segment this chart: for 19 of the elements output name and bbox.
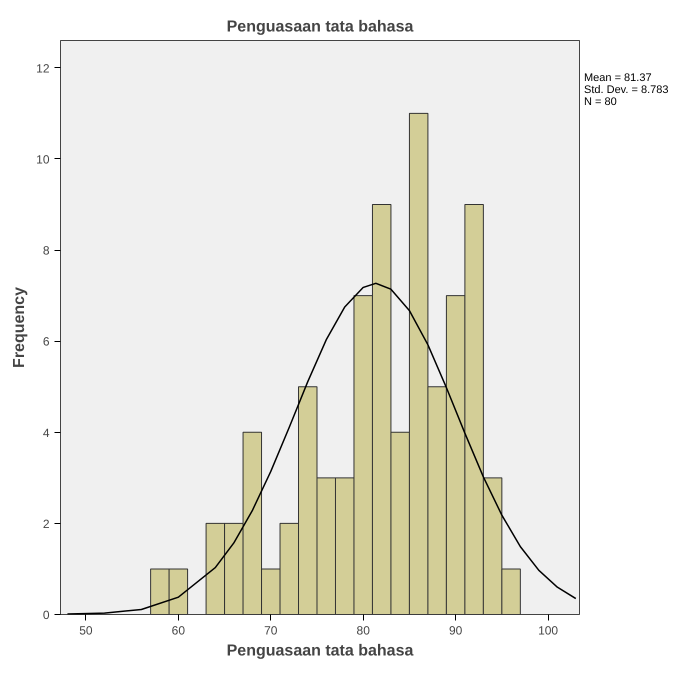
y-tick-label: 0	[42, 608, 50, 622]
y-tick-label: 6	[42, 334, 50, 349]
x-tick-label: 80	[356, 624, 370, 638]
x-tick-label: 50	[79, 624, 93, 638]
text: Mean = 81.37	[584, 72, 652, 84]
x-tick-label: 70	[264, 624, 278, 638]
y-tick-label: 4	[42, 426, 50, 440]
text: Std. Dev. = 8.783	[584, 84, 668, 96]
y-tick-label: 12	[36, 61, 50, 76]
y-tick-label: 2	[42, 516, 50, 531]
text: N = 80	[584, 96, 617, 108]
y-tick-label: 8	[42, 244, 50, 258]
x-axis-title: Penguasaan tata bahasa	[226, 642, 414, 660]
x-tick-label: 100	[538, 624, 558, 638]
y-tick-label: 10	[36, 152, 50, 166]
x-tick-label: 60	[172, 624, 186, 638]
chart-title: Penguasaan tata bahasa	[226, 18, 414, 36]
x-tick-label: 90	[448, 624, 463, 638]
y-axis-title: Frequency	[11, 286, 28, 368]
